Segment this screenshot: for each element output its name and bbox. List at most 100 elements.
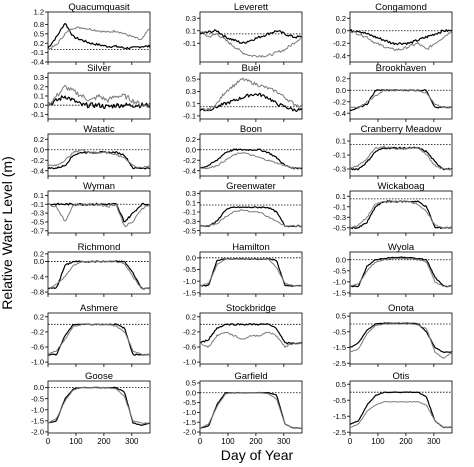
y-tick-label: -0.1 [183,112,196,121]
y-tick-label: 0.0 [336,26,346,35]
series-line-gray [47,26,151,51]
series-line-black [349,88,453,112]
y-tick-label: -0.2 [31,327,44,336]
series-line-gray [349,89,453,109]
y-tick-label: -0.1 [183,39,196,48]
y-tick-label: 0.0 [34,101,44,110]
x-tick-label: 300 [125,437,139,446]
y-tick-label: 0.1 [186,99,196,108]
y-tick-label: -0.6 [31,343,44,352]
y-tick-label: -0.2 [31,156,44,165]
y-tick-label: -0.5 [31,218,44,227]
y-tick-label: 0.5 [336,312,346,321]
x-tick-label: 300 [427,437,441,446]
panel-title: Greenwater [226,181,276,192]
y-tick-label: 0.1 [336,137,346,146]
y-tick-label: -1.5 [333,343,346,352]
plot-frame [47,72,151,120]
y-tick-label: -0.3 [183,217,196,226]
series-line-black [47,386,151,426]
panel-quacumquasit: Quacumquasit -0.4-0.10.20.50.8 1.2 [31,2,151,67]
plot-frame [199,251,303,295]
panel-wyman: Wyman -0.7-0.5-0.3-0.10.1 [31,181,151,236]
y-tick-label: -0.3 [333,213,346,222]
y-tick-label: 0.0 [186,145,196,154]
y-tick-label: -0.5 [183,226,196,235]
y-tick-label: -0.4 [31,272,44,281]
y-tick-label: -0.5 [333,223,346,232]
y-tick-label: -0.1 [333,151,346,160]
series-line-black [199,92,303,113]
series-line-gray [199,392,303,429]
panel-title: Wyman [83,181,115,192]
y-axis-label: Relative Water Level (m) [0,156,15,310]
panel-cranberry-meadow: Cranberry Meadow -0.3 -0.1 0.1 [333,124,453,179]
series-line-gray [47,149,151,169]
panel-boon: Boon -0.4-0.2 0.00.2 [183,124,303,179]
panel-hamilton: Hamilton -1.5 -1.0 -0.5 0.0 [183,242,303,297]
series-line-gray [199,152,303,170]
y-tick-label: 0.0 [186,388,196,397]
plot-frame [199,380,303,434]
plot-frame [47,251,151,295]
y-tick-label: -0.5 [183,265,196,274]
y-tick-label: 0.2 [336,74,346,83]
y-tick-label: -0.8 [31,288,44,297]
y-tick-label: -0.4 [31,166,44,175]
x-tick-label: 300 [277,437,291,446]
panel-title: Richmond [78,242,121,253]
panel-otis: Otis -2.5 -1.5 -0.5 0.5 0 100 200 300 [333,371,453,446]
panel-title: Wyola [388,242,415,253]
x-tick-label: 0 [348,437,353,446]
y-tick-label: 0.2 [186,312,196,321]
y-tick-label: -1.0 [31,405,44,414]
panel-title: Watatic [83,124,115,135]
series-line-gray [47,323,150,356]
y-tick-label: -2.5 [333,359,346,368]
y-tick-label: -2.5 [333,428,346,437]
panel-congamond: Congamond -0.4 -0.2 0.0 0.2 [333,2,453,65]
panel-brookhaven: Brookhaven -0.4 -0.2 0.0 0.2 [333,63,453,122]
series-line-black [47,323,151,356]
series-line-black [47,95,151,109]
series-line-gray [350,401,453,429]
plot-frame [47,312,151,365]
y-tick-label: -1.5 [31,416,44,425]
y-tick-label: -0.5 [333,396,346,405]
y-tick-label: 0.0 [186,253,196,262]
panel-title: Onota [388,303,415,314]
y-tick-label: -0.5 [333,327,346,336]
y-tick-label: -0.5 [333,266,346,275]
x-tick-label: 100 [371,437,385,446]
panel-ashmere: Ashmere -1.0 -0.6 -0.2 0.2 [31,303,151,367]
y-tick-label: 0.0 [34,257,44,266]
y-tick-label: -0.1 [333,202,346,211]
x-tick-label: 200 [97,437,111,446]
y-tick-label: -0.1 [183,208,196,217]
panel-stockbridge: Stockbridge -1.0 -0.6 -0.2 0.2 [183,303,303,367]
panel-goose: Goose -2.0 -1.5 -1.0 -0.5 0.0 0 100 200 300 [31,371,151,446]
series-line-black [199,29,303,44]
y-tick-label: -1.5 [183,288,196,297]
series-line-gray [47,84,151,108]
panel-title: Buel [241,63,260,74]
series-line-black [47,260,151,290]
series-line-black [199,323,303,345]
x-tick-label: 0 [198,437,203,446]
y-tick-label: -0.4 [333,51,346,60]
y-tick-label: -1.0 [183,358,196,367]
y-tick-label: -0.1 [31,200,44,209]
plot-frame [199,133,303,177]
series-line-black [199,258,303,287]
y-tick-label: -0.4 [31,58,44,67]
panel-richmond: Richmond -0.8 -0.4 0.00.2 [31,242,151,297]
y-tick-label: 0.3 [186,189,196,198]
plot-frame [349,251,453,295]
y-tick-label: 0.3 [186,14,196,23]
y-tick-label: -0.4 [333,109,346,118]
y-tick-label: 0.3 [186,87,196,96]
panel-title: Leverett [234,2,269,13]
y-tick-label: 0.0 [336,255,346,264]
y-tick-label: -2.0 [183,428,196,437]
